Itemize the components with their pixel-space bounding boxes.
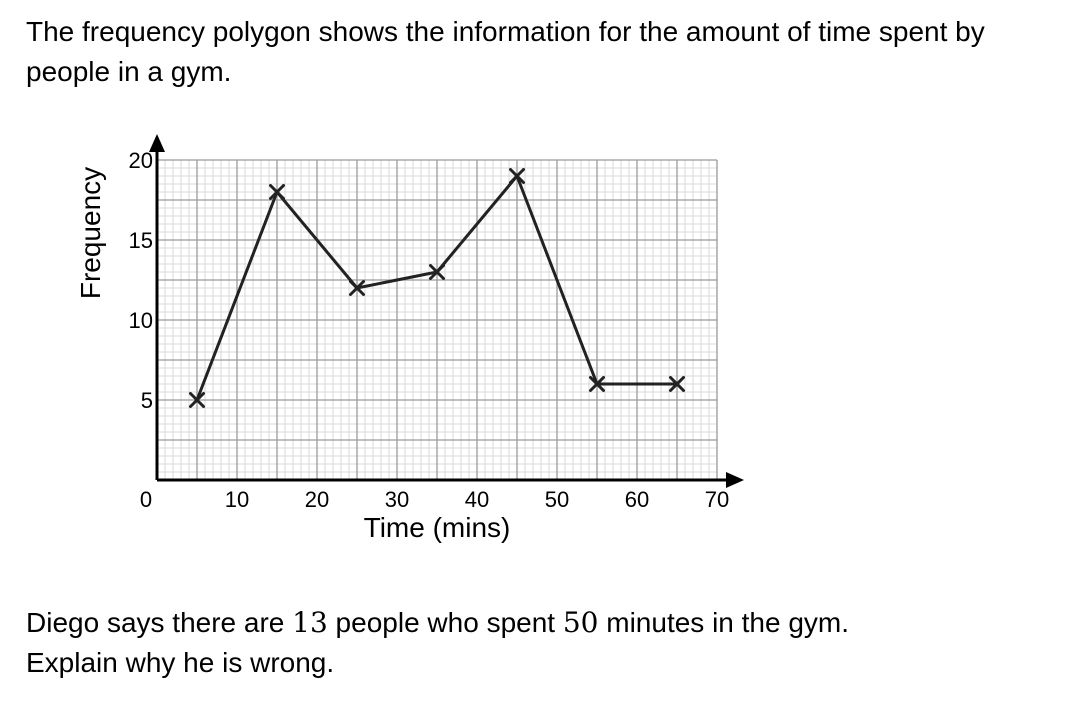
y-axis-arrow bbox=[149, 134, 165, 152]
y-tick-label: 15 bbox=[129, 228, 153, 253]
x-tick-label: 70 bbox=[705, 487, 729, 512]
question-line-1: The frequency polygon shows the informat… bbox=[26, 16, 985, 47]
x-tick-label: 40 bbox=[465, 487, 489, 512]
data-point-marker bbox=[269, 184, 285, 200]
y-tick-label: 5 bbox=[141, 388, 153, 413]
y-tick-label: 10 bbox=[129, 308, 153, 333]
data-point-marker bbox=[349, 280, 365, 296]
prompt-part-1: Diego says there are bbox=[26, 607, 293, 638]
y-axis-label: Frequency bbox=[75, 167, 106, 299]
data-point-marker bbox=[509, 168, 525, 184]
x-tick-label: 30 bbox=[385, 487, 409, 512]
question-text: The frequency polygon shows the informat… bbox=[26, 12, 1086, 92]
data-point-marker bbox=[669, 376, 685, 392]
prompt-text: Diego says there are 13 people who spent… bbox=[26, 603, 1086, 683]
x-tick-label: 60 bbox=[625, 487, 649, 512]
prompt-part-2: people who spent bbox=[327, 607, 563, 638]
prompt-number-people: 13 bbox=[292, 606, 328, 639]
x-tick-label: 20 bbox=[305, 487, 329, 512]
question-line-2: people in a gym. bbox=[26, 56, 232, 87]
origin-label: 0 bbox=[140, 487, 152, 512]
x-axis-arrow bbox=[726, 472, 744, 488]
data-point-marker bbox=[429, 264, 445, 280]
data-point-marker bbox=[589, 376, 605, 392]
frequency-polygon-chart: 10 20 30 40 50 60 70 5 10 15 20 0 Time (mins) Frequen… bbox=[75, 134, 744, 543]
prompt-number-minutes: 50 bbox=[562, 606, 599, 639]
x-tick-label: 10 bbox=[225, 487, 249, 512]
x-axis-label: Time (mins) bbox=[364, 512, 511, 543]
prompt-part-3: minutes in the gym. bbox=[598, 607, 850, 638]
y-tick-label: 20 bbox=[129, 148, 153, 173]
prompt-line-2: Explain why he is wrong. bbox=[26, 647, 335, 678]
data-point-marker bbox=[189, 392, 205, 408]
x-tick-label: 50 bbox=[545, 487, 569, 512]
